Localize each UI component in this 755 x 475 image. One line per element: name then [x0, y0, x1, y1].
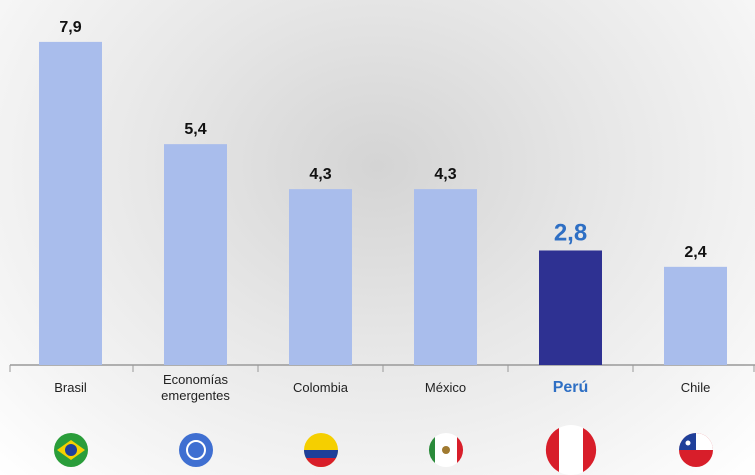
value-label: 2,8 [554, 219, 587, 246]
baseline [9, 364, 755, 372]
value-label: 2,4 [684, 244, 706, 261]
category-label: Brasil [54, 380, 87, 395]
bar [664, 266, 727, 365]
value-label: 5,4 [184, 121, 206, 138]
bar [39, 41, 102, 365]
flags [54, 425, 713, 475]
category-label: México [424, 380, 467, 395]
category-label: Perú [552, 379, 589, 396]
bar [289, 189, 352, 365]
bar [414, 189, 477, 365]
value-label: 4,3 [434, 166, 456, 183]
category-label: Chile [680, 380, 711, 395]
bar [539, 250, 602, 365]
category-label: Economías emergentes [161, 372, 230, 403]
value-label: 4,3 [309, 166, 331, 183]
category-label: Colombia [293, 380, 348, 395]
bar [164, 144, 227, 365]
value-label: 7,9 [59, 19, 81, 36]
